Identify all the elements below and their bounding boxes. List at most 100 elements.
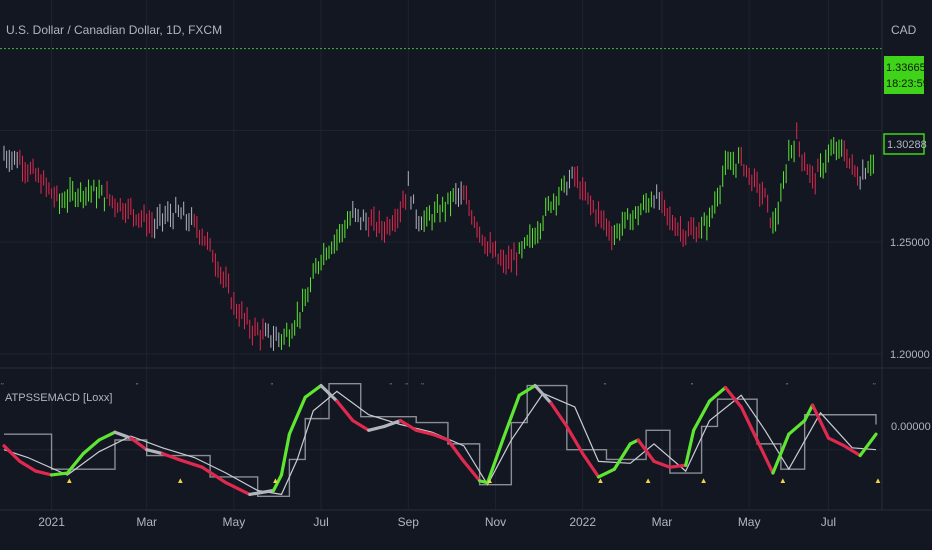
- time-tick-label-8: May: [738, 515, 761, 529]
- buy-tick-3: ▲: [486, 476, 494, 485]
- macd-segment: [303, 384, 323, 399]
- macd-segment: [49, 471, 70, 477]
- macd-segment: [612, 442, 632, 471]
- countdown-label: 18:23:59: [886, 78, 929, 90]
- macd-segment: [810, 403, 831, 440]
- price-pane[interactable]: [0, 48, 882, 351]
- sell-tick-5: '': [421, 383, 424, 390]
- macd-segment: [668, 463, 688, 469]
- time-tick-label-7: Mar: [652, 515, 673, 529]
- macd-segment: [636, 438, 656, 463]
- time-tick-label-9: Jul: [821, 515, 836, 529]
- macd-segment: [533, 384, 553, 405]
- price-bars: [3, 122, 874, 351]
- macd-segment: [565, 424, 585, 456]
- sell-tick-8: '': [786, 383, 789, 390]
- buy-tick-1: ▲: [176, 476, 184, 485]
- macd-segment: [501, 393, 521, 440]
- macd-segment: [335, 399, 355, 423]
- macd-segment: [382, 418, 402, 428]
- macd-segment: [517, 384, 537, 397]
- macd-segment: [739, 405, 759, 442]
- sell-tick-4: '': [405, 383, 408, 390]
- buy-tick-5: ▲: [644, 476, 652, 485]
- macd-segment: [707, 385, 727, 403]
- last-close-label: 1.30288: [887, 139, 927, 151]
- buy-tick-8: ▲: [874, 476, 882, 485]
- price-axis[interactable]: 1.20000 1.25000: [890, 237, 930, 361]
- sell-tick-9: '': [873, 383, 876, 390]
- macd-segment: [755, 438, 775, 475]
- macd-segment: [351, 418, 371, 432]
- macd-segment: [803, 403, 815, 423]
- symbol-title[interactable]: U.S. Dollar / Canadian Dollar, 1D, FXCM: [6, 23, 222, 37]
- macd-segment: [398, 418, 418, 432]
- macd-segment: [549, 401, 569, 428]
- macd-segment: [462, 459, 482, 483]
- macd-segment: [771, 432, 791, 475]
- time-tick-label-3: Jul: [313, 515, 328, 529]
- current-price-badge: [884, 56, 924, 94]
- macd-segment: [81, 438, 101, 456]
- macd-segment: [97, 430, 117, 442]
- current-price-label: 1.33665: [886, 62, 926, 74]
- macd-segment: [65, 452, 85, 475]
- macd-segment: [787, 418, 807, 436]
- macd-segment: [248, 488, 276, 496]
- macd-segment: [485, 436, 506, 485]
- macd-segment: [145, 448, 165, 456]
- time-tick-label-5: Nov: [485, 515, 506, 529]
- macd-segment: [34, 469, 54, 477]
- macd-segment: [319, 384, 339, 403]
- macd-segment: [279, 432, 291, 477]
- time-axis[interactable]: 2021 Mar May Jul Sep Nov 2022 Mar May Jul: [38, 515, 836, 529]
- macd-segment: [200, 465, 228, 485]
- macd-segment: [842, 444, 862, 458]
- time-tick-label-2: May: [223, 515, 246, 529]
- time-tick-label-0: 2021: [38, 515, 65, 529]
- sell-tick-1: '': [136, 383, 139, 390]
- price-tick-label-1: 1.25000: [890, 237, 930, 249]
- macd-segment: [430, 432, 450, 442]
- sell-tick-2: '': [271, 383, 274, 390]
- macd-segment: [160, 452, 180, 462]
- macd-segment: [826, 436, 846, 448]
- macd-segment: [858, 432, 878, 458]
- macd-segment: [2, 444, 22, 463]
- macd-segment: [596, 467, 617, 479]
- macd-segment: [129, 436, 149, 452]
- macd-segment: [18, 459, 38, 473]
- indicator-pane[interactable]: '' '' '' '' '' '' '' '' '' '' ▲ ▲ ▲ ▲ ▲ ▲ ▲ ▲ ▲: [1, 382, 882, 498]
- macd-segment: [723, 385, 743, 409]
- time-tick-label-4: Sep: [398, 515, 420, 529]
- indicator-lines: [2, 382, 878, 498]
- price-tick-label-0: 1.20000: [890, 349, 930, 361]
- sell-tick-3: '': [389, 383, 392, 390]
- macd-segment: [176, 457, 204, 469]
- sell-tick-7: '': [691, 383, 694, 390]
- buy-tick-0: ▲: [65, 476, 73, 485]
- buy-tick-4: ▲: [597, 476, 605, 485]
- macd-segment: [652, 459, 672, 469]
- macd-segment: [581, 452, 601, 479]
- indicator-zero-label: 0.00000: [891, 421, 931, 433]
- last-close-badge: [883, 133, 925, 155]
- macd-segment: [287, 395, 307, 436]
- currency-label: CAD: [891, 23, 917, 37]
- sell-tick-6: '': [603, 383, 606, 390]
- macd-segment: [446, 438, 466, 463]
- sell-tick-0: '': [1, 383, 4, 390]
- macd-segment: [684, 428, 696, 467]
- macd-segment: [271, 473, 284, 493]
- indicator-name[interactable]: ATPSSEMACD [Loxx]: [5, 392, 112, 404]
- buy-tick-2: ▲: [272, 476, 280, 485]
- macd-segment: [113, 430, 133, 440]
- macd-segment: [367, 424, 387, 432]
- macd-segment: [692, 399, 712, 432]
- time-tick-label-1: Mar: [136, 515, 157, 529]
- time-tick-label-6: 2022: [569, 515, 596, 529]
- signal-markers: '' '' '' '' '' '' '' '' '' '' ▲ ▲ ▲ ▲ ▲ ▲ ▲ ▲ ▲: [1, 383, 882, 485]
- buy-tick-7: ▲: [779, 476, 787, 485]
